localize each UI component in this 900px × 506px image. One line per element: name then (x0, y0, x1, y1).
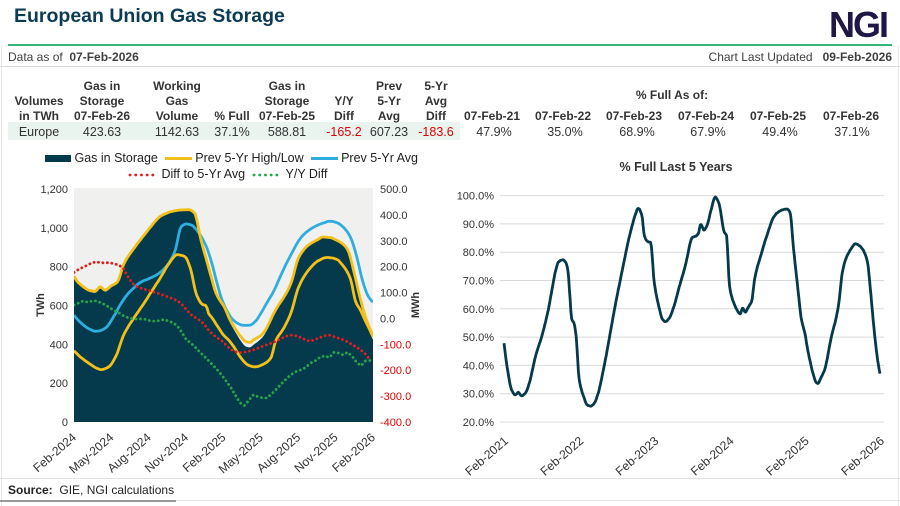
svg-text:20.0%: 20.0% (463, 417, 494, 429)
svg-text:0: 0 (62, 417, 68, 429)
svg-text:500.0: 500.0 (380, 184, 408, 196)
svg-text:TWh: TWh (35, 293, 47, 317)
svg-text:0.0: 0.0 (380, 313, 395, 325)
svg-text:Feb-2022: Feb-2022 (538, 434, 587, 479)
svg-text:60.0%: 60.0% (463, 304, 494, 316)
svg-text:800: 800 (50, 262, 68, 274)
svg-text:600: 600 (50, 301, 68, 313)
svg-text:1,000: 1,000 (40, 223, 68, 235)
svg-text:Feb-2024: Feb-2024 (688, 434, 737, 479)
svg-text:-400.0: -400.0 (380, 417, 411, 429)
svg-text:Feb-2021: Feb-2021 (462, 434, 511, 479)
svg-text:70.0%: 70.0% (463, 276, 494, 288)
svg-text:90.0%: 90.0% (463, 219, 494, 231)
svg-text:MWh: MWh (410, 292, 422, 319)
svg-text:% Full Last 5 Years: % Full Last 5 Years (619, 160, 732, 174)
svg-text:30.0%: 30.0% (463, 389, 494, 401)
svg-text:-100.0: -100.0 (380, 339, 411, 351)
svg-text:300.0: 300.0 (380, 236, 408, 248)
svg-text:100.0%: 100.0% (457, 191, 495, 203)
svg-text:Feb-2026: Feb-2026 (838, 434, 887, 479)
svg-text:50.0%: 50.0% (463, 332, 494, 344)
svg-text:-300.0: -300.0 (380, 391, 411, 403)
svg-text:Feb-2023: Feb-2023 (613, 434, 662, 479)
svg-text:200.0: 200.0 (380, 262, 408, 274)
svg-text:200: 200 (50, 378, 68, 390)
svg-text:-200.0: -200.0 (380, 365, 411, 377)
svg-text:Feb-2025: Feb-2025 (763, 434, 812, 479)
svg-text:80.0%: 80.0% (463, 247, 494, 259)
svg-text:400: 400 (50, 339, 68, 351)
svg-text:400.0: 400.0 (380, 210, 408, 222)
svg-text:40.0%: 40.0% (463, 360, 494, 372)
svg-text:1,200: 1,200 (40, 184, 68, 196)
svg-text:100.0: 100.0 (380, 288, 408, 300)
